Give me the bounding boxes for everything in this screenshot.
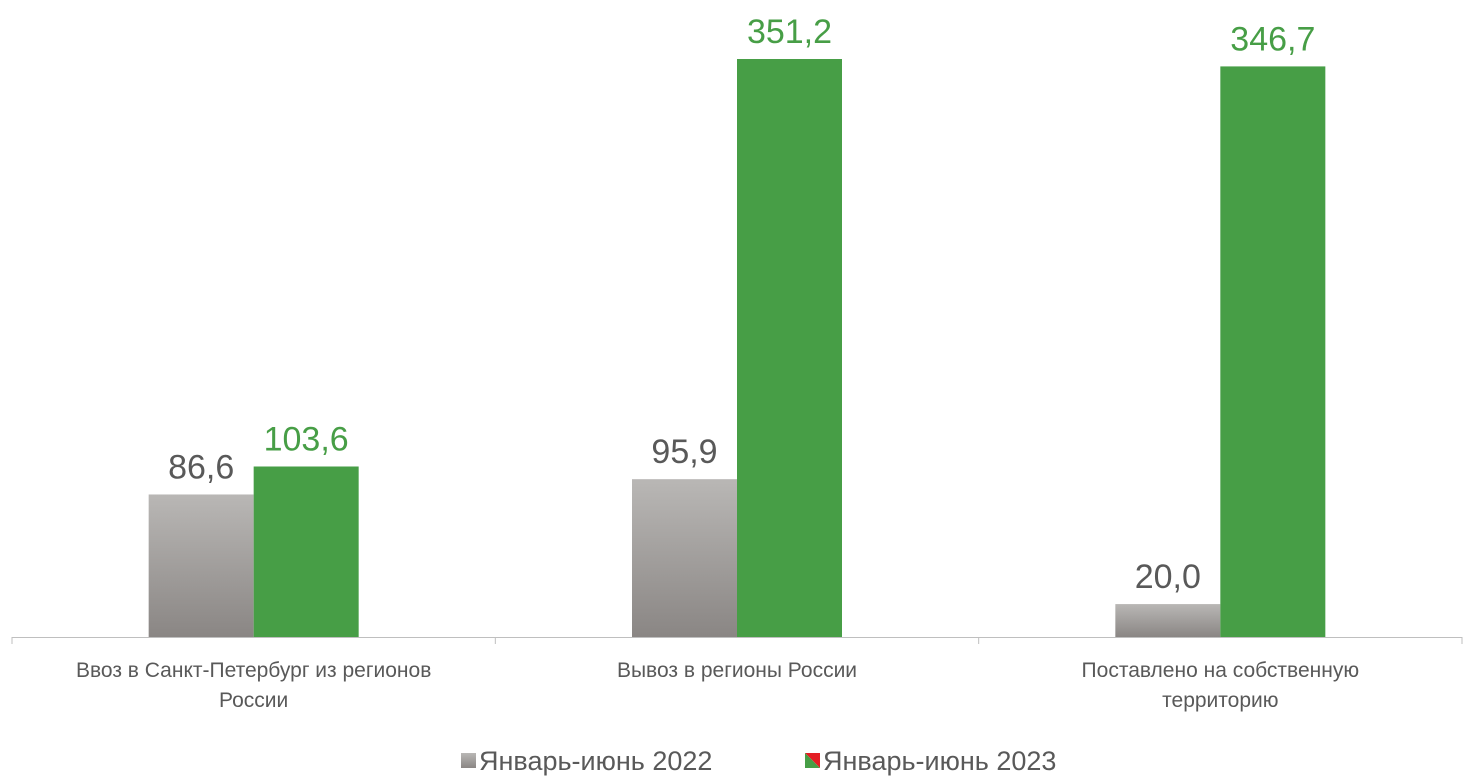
legend-swatch-2022 [461,753,476,768]
bar-2023-1 [737,59,842,637]
bar-2022-1 [632,479,737,637]
legend-label-2022: Январь-июнь 2022 [479,746,712,776]
bar-2023-0 [253,466,359,637]
bar-2022-2 [1115,604,1221,637]
x-axis: Ввоз в Санкт-Петербург из регионов России… [11,637,1463,712]
legend: Январь-июнь 2022 Январь-июнь 2023 [461,746,1056,776]
legend-label-2023: Январь-июнь 2023 [823,746,1056,776]
bar-2022-0 [148,494,254,637]
category-label-1: Вывоз в регионы России [617,659,857,682]
bar-2023-2 [1220,66,1326,638]
category-label-2: Поставлено на собственную территорию [1082,659,1360,712]
data-label-2023-1: 351,2 [747,13,832,51]
legend-item-2023: Январь-июнь 2023 [805,746,1056,776]
category-label-0: Ввоз в Санкт-Петербург из регионов России [76,659,431,712]
legend-item-2022: Январь-июнь 2022 [461,746,712,776]
bars-layer [148,59,1326,638]
data-label-2022-0: 86,6 [168,448,234,486]
data-label-2023-2: 346,7 [1230,20,1315,58]
data-label-2022-1: 95,9 [651,433,717,471]
value-labels-layer: 86,6 103,6 95,9 351,2 20,0 346,7 [168,13,1315,596]
data-label-2023-0: 103,6 [264,420,349,458]
data-label-2022-2: 20,0 [1135,558,1201,596]
legend-swatch-2023 [805,753,820,768]
